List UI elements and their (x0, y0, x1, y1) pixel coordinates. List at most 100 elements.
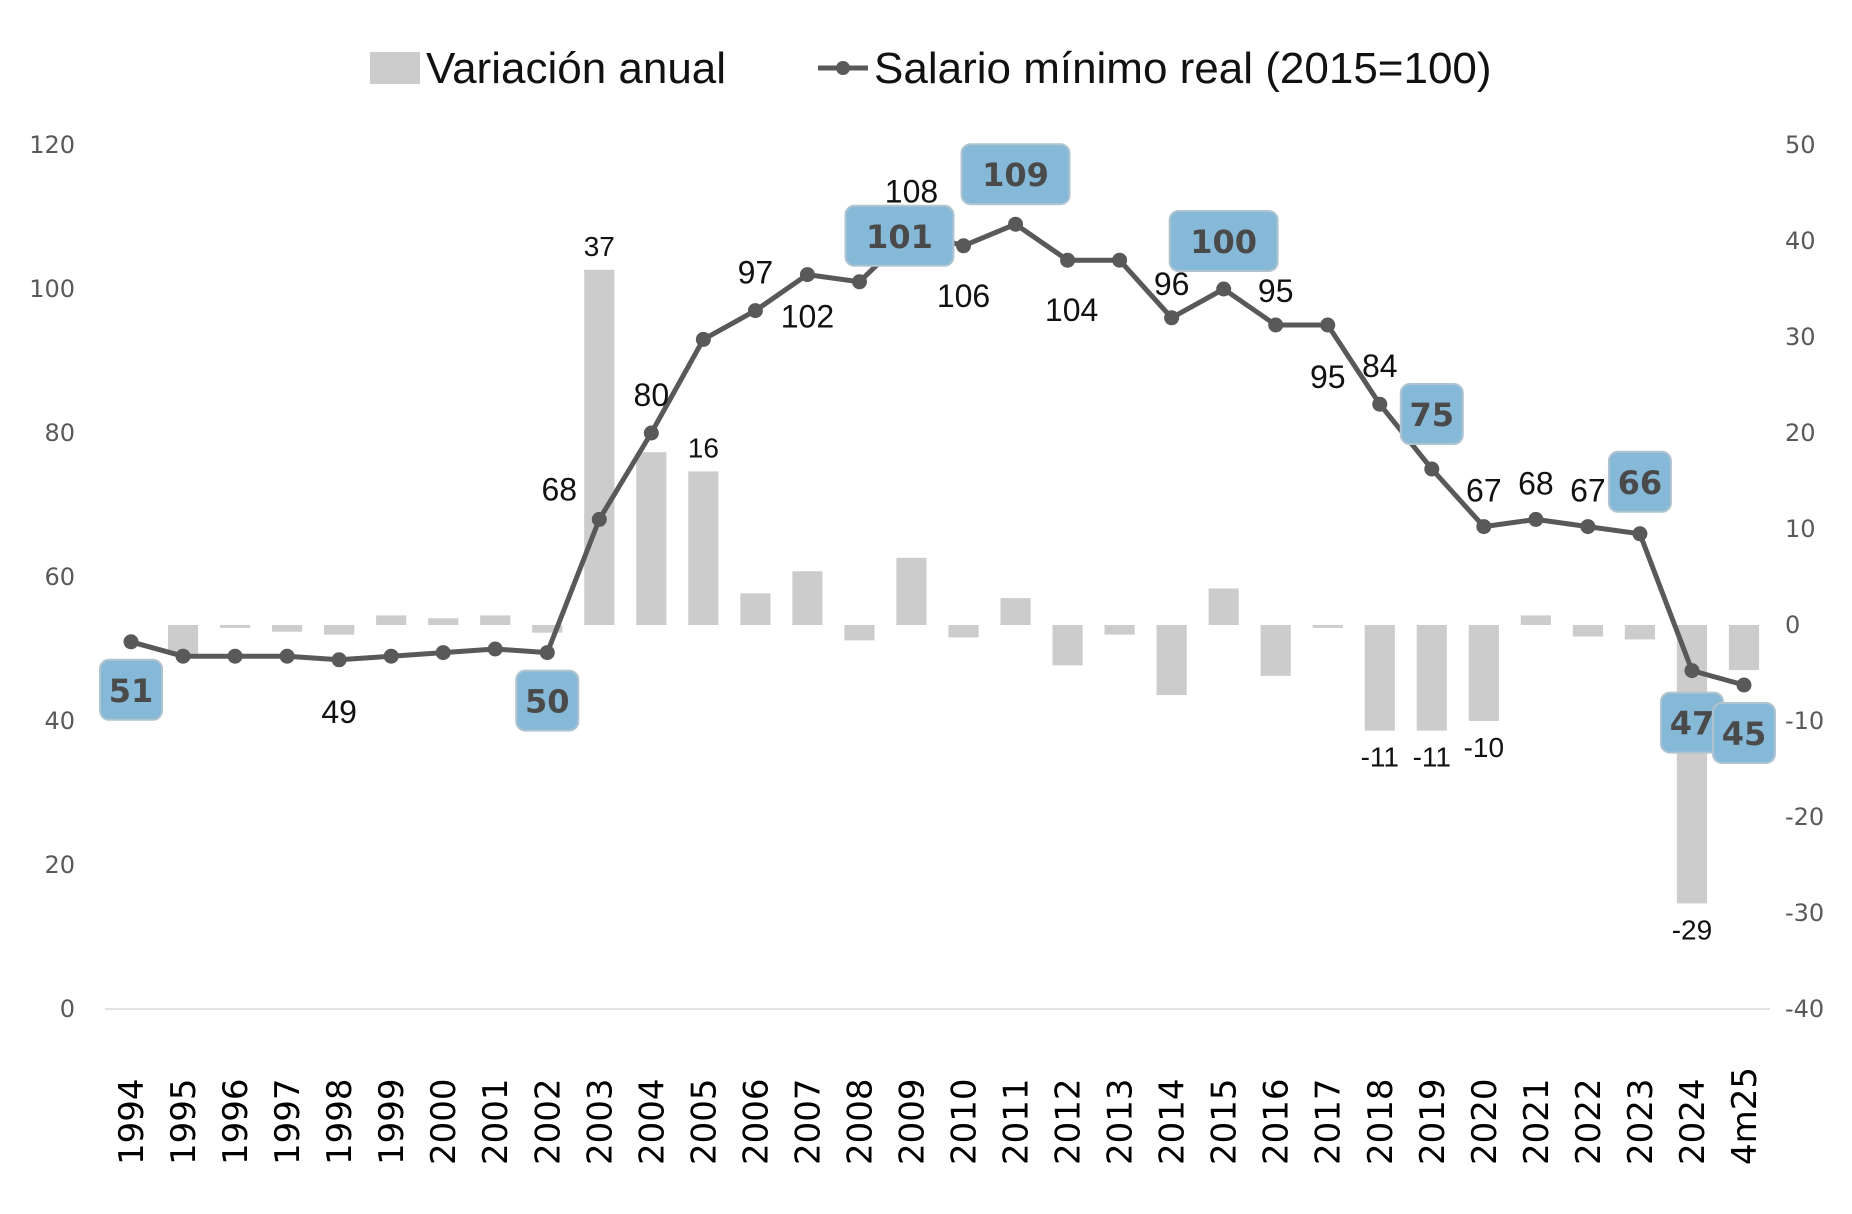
line-label-2009: 108 (885, 173, 938, 209)
highlight-badge-2019 (1399, 383, 1464, 445)
x-tick-2013: 2013 (1101, 1078, 1141, 1165)
right-axis-tick: 0 (1785, 611, 1800, 639)
line-point-1998 (331, 652, 347, 668)
line-point-2017 (1320, 317, 1336, 333)
line-point-2008 (851, 274, 867, 290)
line-label-2008: 101 (866, 218, 933, 256)
bar-2003 (584, 269, 615, 625)
line-label-2003: 68 (542, 471, 578, 507)
bar-2022 (1572, 625, 1603, 637)
bar-2006 (740, 593, 771, 625)
bar-2007 (792, 571, 823, 625)
bar-2009 (896, 557, 927, 625)
line-label-2024: 47 (1670, 705, 1715, 743)
line-label-2016: 95 (1258, 273, 1294, 309)
line-point-2003 (591, 511, 607, 527)
bar-label-2005: 16 (688, 432, 719, 463)
line-label-2007: 102 (781, 299, 834, 335)
bar-1999 (376, 615, 407, 625)
right-axis-tick: -20 (1785, 803, 1824, 831)
line-label-2017: 95 (1310, 359, 1346, 395)
right-axis-tick: 40 (1785, 227, 1816, 255)
line-point-4m25 (1736, 677, 1752, 693)
legend-bar-swatch (370, 52, 420, 84)
left-axis-tick: 0 (60, 995, 75, 1023)
line-point-2001 (487, 641, 503, 657)
bar-2011 (1000, 598, 1031, 625)
left-axis-tick: 80 (44, 419, 75, 447)
line-point-2023 (1632, 526, 1648, 542)
line-point-2020 (1476, 519, 1492, 535)
x-tick-2021: 2021 (1517, 1078, 1557, 1165)
line-point-2012 (1060, 252, 1076, 268)
x-tick-2006: 2006 (736, 1078, 776, 1165)
bar-2021 (1520, 615, 1551, 625)
bar-2018 (1364, 625, 1395, 731)
bar-label-2003: 37 (584, 231, 615, 262)
highlight-badge-2002 (515, 669, 580, 732)
x-tick-2004: 2004 (632, 1078, 672, 1165)
bar-1996 (219, 625, 251, 628)
left-axis-tick: 100 (29, 275, 75, 303)
x-tick-2012: 2012 (1049, 1078, 1089, 1165)
right-axis-tick: -30 (1785, 899, 1824, 927)
line-label-2002: 50 (525, 683, 570, 721)
line-label-2011: 109 (982, 156, 1049, 194)
bar-series (167, 269, 1760, 904)
x-tick-2001: 2001 (476, 1078, 516, 1165)
left-axis-tick: 60 (44, 563, 75, 591)
bar-2001 (480, 615, 511, 625)
line-label-4m25: 45 (1722, 715, 1767, 753)
line-point-1995 (175, 648, 191, 664)
line-label-2018: 84 (1362, 348, 1398, 384)
line-label-2013: 104 (1045, 292, 1098, 328)
legend-bar-label: Variación anual (426, 44, 726, 93)
line-label-2006: 97 (738, 255, 774, 291)
x-tick-1997: 1997 (268, 1078, 308, 1165)
line-point-2019 (1424, 461, 1440, 477)
x-tick-2002: 2002 (528, 1078, 568, 1165)
right-axis: -40 -30 -20 -10 0 10 20 30 40 50 (1785, 131, 1824, 1023)
line-label-2022: 67 (1570, 473, 1606, 509)
right-axis-tick: 10 (1785, 515, 1816, 543)
line-point-2004 (643, 425, 659, 441)
bar-2017 (1312, 625, 1343, 628)
highlight-badge-2015 (1168, 210, 1279, 272)
bar-data-labels: 37 16 -11 -11 -10 -29 (584, 231, 1712, 946)
x-tick-2011: 2011 (997, 1078, 1037, 1165)
highlight-badge-2011 (960, 143, 1071, 206)
highlight-badge-4m25 (1711, 702, 1776, 764)
x-tick-2016: 2016 (1257, 1078, 1297, 1165)
highlight-badge-1994 (99, 658, 164, 721)
line-point-2007 (799, 267, 815, 283)
line-point-2005 (695, 331, 711, 347)
line-point-2014 (1164, 310, 1180, 326)
line-point-2022 (1580, 519, 1596, 535)
x-tick-2024: 2024 (1673, 1078, 1713, 1165)
right-axis-tick: -10 (1785, 707, 1824, 735)
bar-2019 (1416, 625, 1447, 731)
line-point-1996 (227, 648, 243, 664)
left-axis-tick: 120 (29, 131, 75, 159)
bar-1997 (272, 625, 303, 632)
line-label-2010: 106 (937, 278, 990, 314)
bar-4m25 (1728, 625, 1760, 671)
x-tick-2005: 2005 (684, 1078, 724, 1165)
highlight-badge-2023 (1607, 450, 1672, 513)
x-tick-2017: 2017 (1309, 1078, 1349, 1165)
line-label-2021: 68 (1518, 465, 1554, 501)
bar-label-2020: -10 (1464, 732, 1504, 763)
legend: Variación anual Salario mínimo real (201… (370, 44, 1492, 93)
x-tick-2003: 2003 (580, 1078, 620, 1165)
x-tick-2023: 2023 (1621, 1078, 1661, 1165)
x-tick-2008: 2008 (840, 1078, 880, 1165)
right-axis-tick: 50 (1785, 131, 1816, 159)
line-point-1997 (279, 648, 295, 664)
line-point-2018 (1372, 396, 1388, 412)
left-axis-tick: 40 (44, 707, 75, 735)
line-label-1998: 49 (321, 694, 357, 730)
line-label-1994: 51 (109, 672, 154, 710)
line-point-1999 (383, 648, 399, 664)
bar-2014 (1156, 625, 1187, 696)
bar-2004 (636, 452, 667, 625)
